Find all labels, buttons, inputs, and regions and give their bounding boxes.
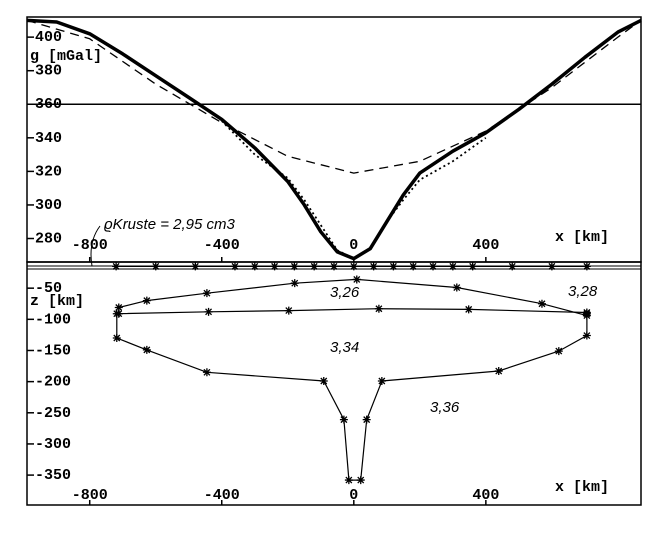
y-tick-label: -100 <box>35 311 71 328</box>
asterisk-marker <box>448 262 457 271</box>
asterisk-marker <box>310 262 319 271</box>
x-axis-label: x [km] <box>555 229 609 246</box>
asterisk-marker <box>284 306 293 315</box>
asterisk-marker <box>230 262 239 271</box>
density-label: 3,34 <box>330 339 359 356</box>
annotation: ϱKruste = 2,95 cm3 <box>104 216 235 233</box>
density-label: 3,26 <box>330 284 360 301</box>
y-tick-label: -350 <box>35 467 71 484</box>
x-tick-label: 0 <box>349 237 358 254</box>
asterisk-marker <box>142 345 151 354</box>
asterisk-marker <box>339 415 348 424</box>
x-tick-label: 400 <box>472 487 499 504</box>
density-label: 3,36 <box>430 399 460 416</box>
x-tick-label: 400 <box>472 237 499 254</box>
asterisk-marker <box>582 262 591 271</box>
asterisk-marker <box>290 262 299 271</box>
asterisk-marker <box>250 262 259 271</box>
asterisk-marker <box>452 283 461 292</box>
gravity-curve <box>26 18 642 261</box>
asterisk-marker <box>464 305 473 314</box>
asterisk-marker <box>202 368 211 377</box>
y-tick-label: 380 <box>35 63 62 80</box>
asterisk-marker <box>377 377 386 386</box>
asterisk-marker <box>270 262 279 271</box>
asterisk-marker <box>468 262 477 271</box>
x-tick-label: -800 <box>72 237 108 254</box>
y-tick-label: -250 <box>35 405 71 422</box>
asterisk-marker <box>114 303 123 312</box>
asterisk-marker <box>369 262 378 271</box>
y-tick-label: 340 <box>35 130 62 147</box>
asterisk-marker <box>112 334 121 343</box>
gravity-curve <box>26 19 642 174</box>
y-tick-label: 280 <box>35 230 62 247</box>
asterisk-marker <box>362 415 371 424</box>
asterisk-marker <box>352 275 361 284</box>
y-tick-label: 300 <box>35 197 62 214</box>
asterisk-marker <box>356 476 365 485</box>
y-axis-label: z [km] <box>30 293 84 310</box>
bottom-frame <box>26 261 642 506</box>
y-tick-label: 400 <box>35 29 62 46</box>
y-tick-label: -200 <box>35 374 71 391</box>
asterisk-marker <box>202 289 211 298</box>
asterisk-marker <box>191 262 200 271</box>
y-tick-label: -50 <box>35 280 62 297</box>
asterisk-marker <box>409 262 418 271</box>
asterisk-marker <box>112 309 121 318</box>
asterisk-marker <box>554 347 563 356</box>
asterisk-marker <box>142 296 151 305</box>
asterisk-marker <box>151 262 160 271</box>
boundary-line <box>118 308 587 315</box>
asterisk-marker <box>204 307 213 316</box>
y-tick-label: -150 <box>35 342 71 359</box>
asterisk-marker <box>547 262 556 271</box>
asterisk-marker <box>429 262 438 271</box>
asterisk-marker <box>319 377 328 386</box>
asterisk-marker <box>508 262 517 271</box>
asterisk-marker <box>537 299 546 308</box>
x-tick-label: -400 <box>204 237 240 254</box>
density-label: 3,28 <box>568 283 598 300</box>
x-tick-label: -800 <box>72 487 108 504</box>
asterisk-marker <box>494 367 503 376</box>
asterisk-marker <box>582 309 591 318</box>
x-tick-label: 0 <box>349 487 358 504</box>
x-tick-label: -400 <box>204 487 240 504</box>
asterisk-marker <box>389 262 398 271</box>
asterisk-marker <box>344 476 353 485</box>
y-tick-label: -300 <box>35 436 71 453</box>
boundary-line <box>118 278 588 317</box>
x-axis-label: x [km] <box>555 479 609 496</box>
boundary-line <box>116 313 588 481</box>
asterisk-marker <box>290 279 299 288</box>
asterisk-marker <box>582 331 591 340</box>
asterisk-marker <box>112 262 121 271</box>
asterisk-marker <box>349 262 358 271</box>
y-axis-label: g [mGal] <box>30 48 102 65</box>
annotation-leader <box>90 225 101 267</box>
y-tick-label: 320 <box>35 163 62 180</box>
asterisk-marker <box>374 304 383 313</box>
asterisk-marker <box>330 262 338 271</box>
